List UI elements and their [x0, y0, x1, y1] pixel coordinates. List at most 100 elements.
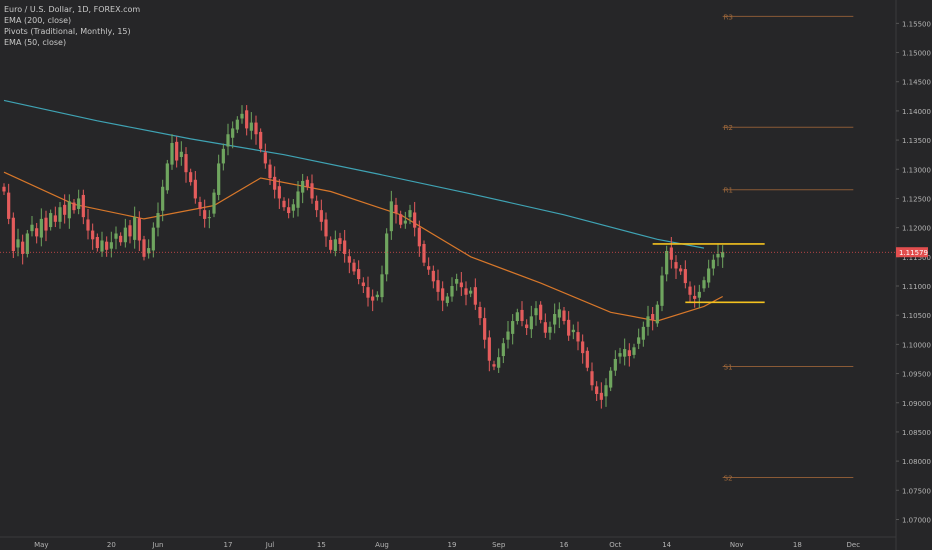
- ema50-legend[interactable]: EMA (50, close): [4, 38, 67, 47]
- candle-body: [7, 192, 11, 219]
- candle-body: [254, 122, 258, 135]
- price-axis[interactable]: 1.15500 1.15000 1.14500 1.14000 1.13500 1.130…: [896, 20, 931, 524]
- candle: [114, 226, 118, 250]
- candle: [389, 190, 393, 240]
- candle-body: [427, 266, 431, 270]
- candle: [595, 381, 599, 401]
- candle-body: [347, 256, 351, 263]
- pivot-label-s1: S1: [724, 364, 733, 372]
- candle: [576, 321, 580, 351]
- pivots-legend[interactable]: Pivots (Traditional, Monthly, 15): [4, 27, 131, 36]
- price-tick-label: 1.10500: [902, 312, 931, 320]
- candle: [193, 171, 197, 204]
- candle-body: [627, 350, 631, 357]
- candle-body: [259, 131, 263, 149]
- candle: [184, 147, 188, 183]
- candle-body: [16, 239, 20, 248]
- candle: [431, 265, 435, 289]
- price-tick-label: 1.13500: [902, 137, 931, 145]
- candle: [170, 134, 174, 170]
- candle-body: [58, 207, 62, 222]
- candle: [142, 235, 146, 261]
- candle: [646, 305, 650, 336]
- time-tick-label: 20: [107, 541, 116, 549]
- candle: [585, 347, 589, 372]
- candle: [637, 328, 641, 350]
- candle: [506, 321, 510, 349]
- price-tick-label: 1.10000: [902, 341, 931, 349]
- candle-body: [609, 370, 613, 388]
- price-tick-label: 1.09500: [902, 371, 931, 379]
- candle-body: [716, 253, 720, 258]
- candle-body: [123, 227, 127, 243]
- candle: [315, 195, 319, 218]
- time-tick-label: Aug: [375, 541, 389, 549]
- candle: [632, 343, 636, 359]
- candle-body: [2, 186, 6, 192]
- ema200-line: [3, 99, 705, 249]
- last-price-marker: 1.11579: [0, 247, 928, 258]
- candle-body: [674, 262, 678, 269]
- candle-body: [520, 309, 524, 322]
- candle: [81, 189, 85, 225]
- candle-body: [599, 392, 603, 400]
- candle-body: [142, 239, 146, 257]
- candle-body: [147, 248, 151, 254]
- candle: [571, 324, 575, 340]
- candle-body: [413, 212, 417, 228]
- candle-body: [25, 233, 29, 254]
- candle-body: [175, 141, 179, 161]
- candle: [161, 179, 165, 222]
- candle: [399, 210, 403, 229]
- time-axis[interactable]: May 20 Jun 17 Jul 15 Aug 19 Sep 16 Oct 14 Nov 18 Dec: [34, 541, 860, 549]
- candle-body: [660, 275, 664, 306]
- candle-body: [651, 314, 655, 320]
- candle: [515, 308, 519, 325]
- candle-body: [151, 227, 155, 251]
- candle-body: [39, 218, 43, 238]
- trendline-annotations[interactable]: [652, 243, 765, 304]
- candle: [245, 105, 249, 136]
- time-tick-label: Dec: [847, 541, 861, 549]
- candle: [53, 206, 57, 228]
- candle: [403, 211, 407, 229]
- candle-body: [436, 280, 440, 292]
- candle-body: [697, 291, 701, 298]
- candle-body: [114, 233, 118, 239]
- pivot-label-s2: S2: [724, 474, 733, 482]
- candle-body: [193, 179, 197, 199]
- candle: [534, 301, 538, 326]
- candle: [679, 264, 683, 275]
- candle-body: [417, 227, 421, 247]
- candle-body: [301, 180, 305, 193]
- candle-body: [315, 200, 319, 211]
- candle-body: [240, 113, 244, 119]
- candle-body: [161, 186, 165, 211]
- candle-body: [487, 337, 491, 361]
- candle-body: [165, 163, 169, 191]
- price-tick-label: 1.15000: [902, 50, 931, 58]
- candle: [721, 245, 725, 268]
- candle: [165, 159, 169, 194]
- candle-body: [268, 164, 272, 179]
- price-tick-label: 1.08500: [902, 429, 931, 437]
- candle-body: [385, 233, 389, 275]
- candle: [711, 254, 715, 276]
- candle-body: [431, 270, 435, 282]
- candle: [151, 222, 155, 258]
- candle-body: [539, 304, 543, 320]
- candle-body: [291, 204, 295, 211]
- ema200-legend[interactable]: EMA (200, close): [4, 16, 72, 25]
- candle-body: [324, 219, 328, 237]
- candle: [21, 234, 25, 265]
- candle: [492, 360, 496, 371]
- candle-body: [464, 288, 468, 295]
- candle: [427, 257, 431, 275]
- symbol-title[interactable]: Euro / U.S. Dollar, 1D, FOREX.com: [4, 5, 141, 14]
- candle-body: [198, 201, 202, 209]
- candle: [567, 311, 571, 341]
- candle-body: [105, 241, 109, 250]
- price-tick-label: 1.09000: [902, 400, 931, 408]
- candle: [156, 202, 160, 237]
